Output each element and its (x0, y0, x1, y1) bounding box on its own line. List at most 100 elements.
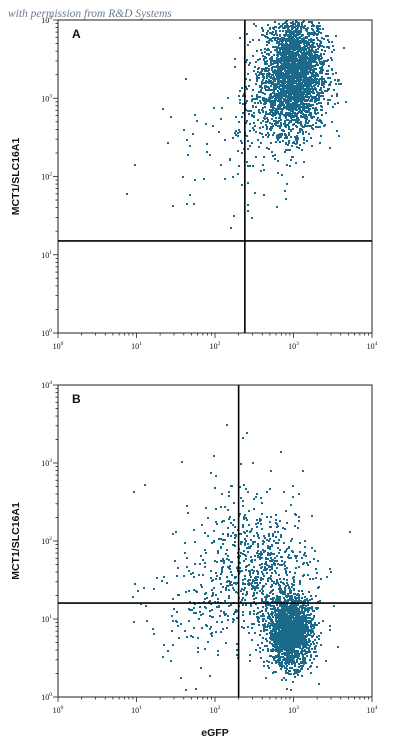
data-point (310, 60, 312, 62)
data-point (323, 38, 325, 40)
data-point (295, 28, 297, 30)
data-point (194, 114, 196, 116)
data-point (299, 33, 301, 35)
data-point (238, 129, 240, 131)
data-point (280, 631, 282, 633)
data-point (287, 660, 289, 662)
data-point (269, 95, 271, 97)
data-point (252, 89, 254, 91)
data-point (287, 119, 289, 121)
data-point (285, 126, 287, 128)
data-point (278, 44, 280, 46)
data-point (232, 137, 234, 139)
data-point (291, 615, 293, 617)
data-point (300, 86, 302, 88)
data-point (263, 73, 265, 75)
data-point (282, 30, 284, 32)
data-point (262, 649, 264, 651)
data-point (276, 57, 278, 59)
data-point (273, 85, 275, 87)
data-point (303, 161, 305, 163)
data-point (308, 91, 310, 93)
data-point (315, 55, 317, 57)
data-point (306, 45, 308, 47)
data-point (279, 94, 281, 96)
data-point (300, 661, 302, 663)
data-point (312, 55, 314, 57)
data-point (241, 142, 243, 144)
data-point (271, 114, 273, 116)
data-point (278, 41, 280, 43)
data-point (307, 630, 309, 632)
data-point (289, 621, 291, 623)
data-point (318, 79, 320, 81)
data-point (292, 681, 294, 683)
data-point (303, 663, 305, 665)
data-point (272, 633, 274, 635)
data-point (332, 106, 334, 108)
data-point (302, 57, 304, 59)
data-point (298, 67, 300, 69)
data-point (316, 43, 318, 45)
data-point (269, 97, 271, 99)
data-point (261, 133, 263, 135)
data-point (285, 639, 287, 641)
data-point (241, 116, 243, 118)
data-point (274, 26, 276, 28)
data-point (288, 134, 290, 136)
data-point (270, 38, 272, 40)
data-point (262, 111, 264, 113)
data-point (292, 659, 294, 661)
data-point (298, 23, 300, 25)
data-point (273, 92, 275, 94)
data-point (284, 622, 286, 624)
data-point (291, 597, 293, 599)
data-point (302, 86, 304, 88)
data-point (308, 39, 310, 41)
data-point (291, 62, 293, 64)
data-point (317, 51, 319, 53)
data-point (285, 134, 287, 136)
data-point (296, 135, 298, 137)
data-point (314, 108, 316, 110)
data-point (292, 649, 294, 651)
data-point (298, 72, 300, 74)
data-point (263, 58, 265, 60)
data-point (314, 639, 316, 641)
data-point (237, 132, 239, 134)
data-point (302, 69, 304, 71)
data-point (285, 661, 287, 663)
data-point (279, 141, 281, 143)
data-point (306, 608, 308, 610)
data-point (275, 662, 277, 664)
data-point (279, 26, 281, 28)
data-point (305, 118, 307, 120)
data-point (295, 42, 297, 44)
data-point (285, 75, 287, 77)
data-point (327, 73, 329, 75)
data-point (275, 124, 277, 126)
x-tick-label: 101 (131, 341, 142, 351)
data-point (262, 624, 264, 626)
data-point (314, 74, 316, 76)
data-point (299, 36, 301, 38)
data-point (291, 33, 293, 35)
data-point (284, 593, 286, 595)
data-point (273, 34, 275, 36)
data-point (259, 651, 261, 653)
data-point (303, 26, 305, 28)
data-point (263, 117, 265, 119)
data-point (282, 72, 284, 74)
data-point (306, 614, 308, 616)
data-point (298, 119, 300, 121)
data-point (267, 624, 269, 626)
data-point (296, 75, 298, 77)
data-point (312, 641, 314, 643)
data-point (305, 28, 307, 30)
data-point (318, 55, 320, 57)
data-point (297, 132, 299, 134)
data-point (305, 88, 307, 90)
data-point (334, 103, 336, 105)
data-point (295, 56, 297, 58)
data-point (282, 634, 284, 636)
